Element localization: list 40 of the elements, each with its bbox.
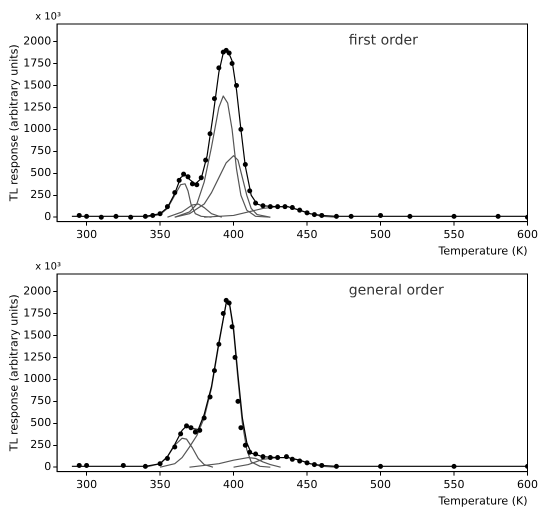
y-tick-label: 1000: [23, 122, 52, 136]
y-tick-label: 1250: [23, 100, 52, 114]
x-tick-label: 350: [150, 228, 171, 242]
y-tick-label: 1750: [23, 306, 52, 320]
y-tick-label: 1500: [23, 328, 52, 342]
y-tick-label: 1250: [23, 350, 52, 364]
y-tick-label: 0: [44, 460, 52, 474]
y-tick-label: 750: [30, 144, 52, 158]
y-tick-label: 1000: [23, 372, 52, 386]
x-tick-label: 500: [370, 228, 392, 242]
x-tick-label: 350: [150, 478, 171, 492]
x-axis-title: Temperature (K): [438, 494, 528, 508]
y-axis-title: TL response (arbitrary units): [7, 294, 20, 452]
x-axis-title: Temperature (K): [438, 244, 528, 258]
x-tick-label: 400: [223, 228, 244, 242]
annotation: first order: [348, 32, 418, 49]
x-tick-label: 600: [517, 228, 538, 242]
text: x 10³: [35, 262, 62, 273]
y-tick-label: 1750: [23, 56, 52, 70]
y-tick-label: 500: [30, 166, 52, 180]
x-tick-label: 450: [296, 478, 318, 492]
x-tick-label: 600: [517, 478, 538, 492]
y-tick-label: 2000: [23, 34, 52, 48]
annotation: general order: [348, 282, 444, 299]
x-tick-label: 300: [76, 478, 98, 492]
x-tick-label: 550: [444, 228, 465, 242]
text: x 10³: [35, 12, 62, 23]
y-tick-label: 0: [44, 210, 52, 224]
x-tick-label: 550: [444, 478, 465, 492]
y-tick-label: 1500: [23, 78, 52, 92]
x-tick-label: 300: [76, 228, 98, 242]
x-tick-label: 400: [223, 478, 244, 492]
x-tick-label: 450: [296, 228, 318, 242]
x-tick-label: 500: [370, 478, 392, 492]
y-tick-label: 250: [30, 438, 52, 452]
y-tick-label: 500: [30, 416, 52, 430]
y-tick-label: 750: [30, 394, 52, 408]
y-axis-title: TL response (arbitrary units): [7, 44, 20, 202]
y-tick-label: 250: [30, 188, 52, 202]
y-tick-label: 2000: [23, 284, 52, 298]
